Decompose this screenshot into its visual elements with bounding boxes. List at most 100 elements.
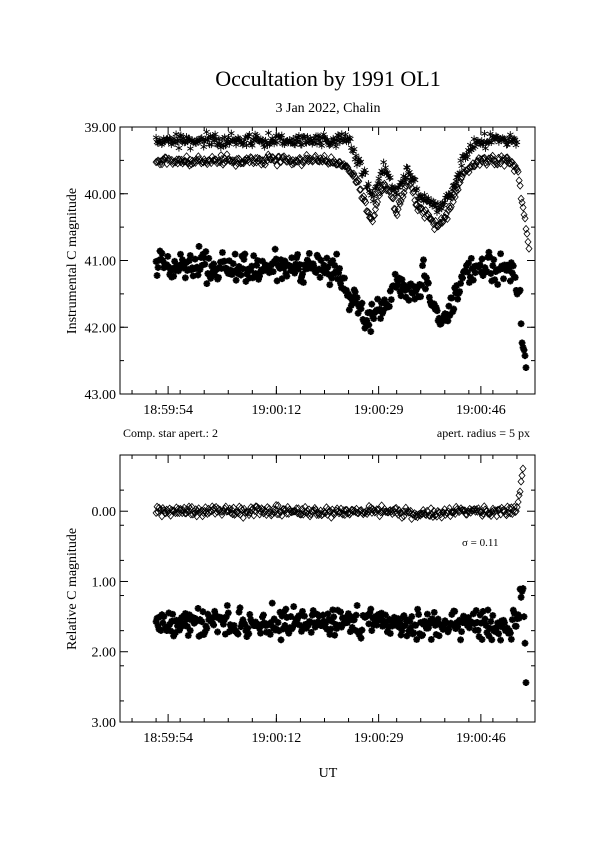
top-point-filled-star (381, 296, 388, 304)
top-point-filled-star (205, 254, 213, 262)
bottom-point-filled-star (515, 614, 523, 622)
bottom-point-diamond (405, 508, 413, 517)
top-point-filled-star (491, 276, 499, 284)
top-point-filled-star (159, 257, 167, 265)
top-x-tick-label: 19:00:29 (354, 403, 404, 418)
top-point-filled-star (240, 255, 248, 263)
top-point-filled-star (228, 270, 236, 278)
bottom-point-filled-star (474, 626, 482, 634)
top-point-filled-star (325, 271, 333, 278)
bottom-point-diamond (447, 507, 455, 517)
bottom-point-filled-star (434, 615, 442, 623)
top-point-asterisk (318, 142, 326, 150)
top-point-filled-star (418, 281, 425, 289)
top-point-filled-star (370, 315, 378, 323)
top-point-filled-star (153, 272, 161, 279)
bottom-point-filled-star (501, 619, 508, 627)
top-point-diamond (157, 157, 165, 166)
top-point-filled-star (377, 315, 384, 322)
bottom-point-filled-star (488, 636, 496, 644)
top-point-filled-star (517, 320, 525, 328)
bottom-point-filled-star (180, 619, 188, 627)
bottom-point-filled-star (225, 628, 233, 636)
top-point-filled-star (387, 296, 395, 303)
bottom-point-diamond (296, 510, 304, 519)
bottom-point-diamond (313, 510, 321, 519)
bottom-point-filled-star (332, 621, 340, 628)
top-point-filled-star (358, 299, 366, 307)
top-point-filled-star (290, 264, 298, 272)
top-y-tick-label: 43.00 (85, 388, 117, 403)
top-point-filled-star (310, 263, 318, 271)
top-point-filled-star (400, 281, 408, 289)
bottom-point-filled-star (239, 616, 247, 624)
bottom-point-diamond (334, 507, 342, 516)
bottom-point-filled-star (479, 608, 487, 615)
bottom-point-filled-star (165, 609, 173, 617)
top-point-filled-star (500, 275, 507, 283)
bottom-point-filled-star (220, 620, 227, 628)
bottom-point-filled-star (266, 630, 274, 638)
bottom-point-diamond (517, 477, 525, 486)
bottom-point-filled-star (394, 615, 402, 623)
top-point-diamond (425, 210, 433, 219)
bottom-point-filled-star (419, 631, 426, 639)
top-point-diamond (523, 229, 531, 238)
bottom-point-diamond (362, 506, 370, 516)
bottom-point-diamond (471, 505, 479, 514)
top-point-diamond (509, 161, 517, 170)
top-point-filled-star (450, 305, 458, 313)
top-point-asterisk (513, 138, 521, 146)
top-point-filled-star (210, 260, 218, 268)
top-point-asterisk (506, 131, 514, 139)
top-point-diamond (503, 153, 511, 162)
bottom-point-diamond (314, 508, 322, 517)
top-point-filled-star (278, 275, 286, 283)
bottom-point-diamond (394, 510, 402, 519)
bottom-point-diamond (199, 508, 208, 518)
top-y-tick-label: 41.00 (85, 255, 117, 270)
bottom-point-filled-star (508, 616, 516, 624)
top-point-asterisk (172, 130, 180, 138)
top-point-diamond (399, 192, 407, 202)
top-point-filled-star (454, 295, 462, 303)
top-point-filled-star (464, 259, 472, 267)
top-point-filled-star (239, 265, 247, 273)
bottom-point-filled-star (174, 622, 181, 630)
top-point-filled-star (335, 269, 342, 277)
top-point-filled-star (505, 262, 512, 269)
bottom-point-filled-star (283, 614, 291, 621)
bottom-point-filled-star (398, 627, 406, 634)
bottom-point-filled-star (347, 613, 355, 621)
bottom-point-filled-star (358, 626, 366, 634)
bottom-point-filled-star (177, 618, 184, 626)
top-point-diamond (356, 185, 364, 194)
top-point-filled-star (175, 267, 182, 275)
top-point-diamond (333, 160, 341, 169)
bottom-point-filled-star (159, 619, 167, 627)
top-point-filled-star (405, 296, 413, 304)
bottom-point-filled-star (201, 628, 209, 636)
top-point-filled-star (238, 252, 246, 260)
top-point-diamond (389, 194, 397, 203)
bottom-point-diamond (437, 510, 445, 519)
bottom-point-filled-star (456, 616, 464, 624)
top-point-filled-star (423, 274, 430, 282)
bottom-point-diamond (326, 507, 334, 516)
top-point-filled-star (402, 293, 410, 301)
bottom-point-filled-star (246, 611, 254, 618)
top-point-diamond (448, 193, 456, 202)
bottom-point-filled-star (485, 632, 493, 640)
top-point-diamond (260, 156, 268, 165)
bottom-point-filled-star (185, 611, 193, 619)
bottom-point-filled-star (482, 622, 490, 629)
bottom-point-filled-star (276, 608, 284, 616)
top-point-asterisk (458, 162, 466, 170)
bottom-point-filled-star (245, 630, 253, 638)
top-point-filled-star (294, 251, 302, 258)
bottom-point-filled-star (326, 631, 334, 638)
top-point-filled-star (354, 309, 362, 317)
bottom-point-filled-star (401, 622, 409, 629)
top-point-diamond (208, 152, 216, 161)
